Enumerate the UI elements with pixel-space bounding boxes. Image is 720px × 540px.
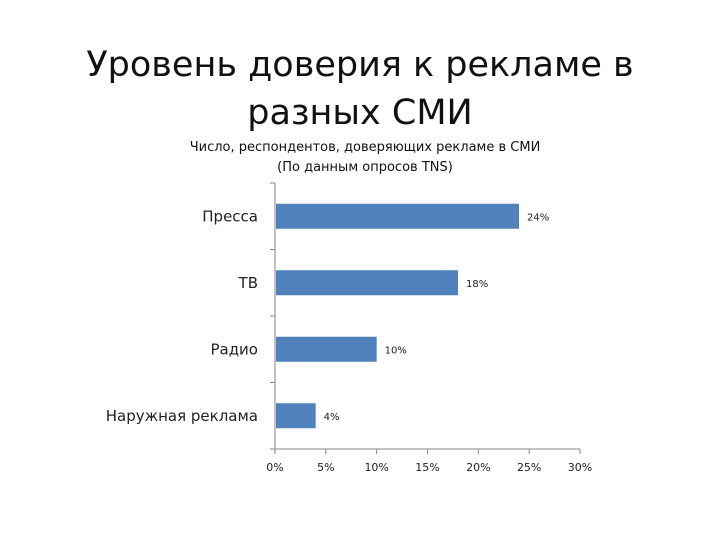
slide-title-line-2: разных СМИ bbox=[247, 93, 473, 134]
data-label: 18% bbox=[466, 279, 488, 290]
data-label: 10% bbox=[385, 345, 407, 356]
category-label: Радио bbox=[210, 340, 258, 358]
x-tick-label: 10% bbox=[364, 461, 388, 474]
bar bbox=[276, 336, 377, 362]
chart-subtitle: (По данным опросов TNS) bbox=[277, 160, 453, 175]
x-tick-label: 5% bbox=[317, 461, 334, 474]
chart-title: Число, респондентов, доверяющих рекламе … bbox=[189, 140, 541, 155]
bar bbox=[276, 403, 316, 429]
chart-title-block: Число, респондентов, доверяющих рекламе … bbox=[120, 138, 610, 178]
category-label: Наружная реклама bbox=[106, 407, 258, 425]
category-label: ТВ bbox=[238, 274, 258, 292]
category-label: Пресса bbox=[202, 207, 258, 225]
data-label: 24% bbox=[527, 212, 549, 223]
slide-title-line-1: Уровень доверия к рекламе в bbox=[86, 45, 634, 86]
x-tick-label: 0% bbox=[266, 461, 283, 474]
x-tick-label: 20% bbox=[466, 461, 490, 474]
data-label: 4% bbox=[324, 412, 340, 423]
x-tick-label: 30% bbox=[568, 461, 592, 474]
bar bbox=[276, 203, 519, 229]
bar bbox=[276, 270, 458, 296]
slide-title: Уровень доверия к рекламе в разных СМИ bbox=[60, 41, 660, 137]
x-tick-label: 25% bbox=[517, 461, 541, 474]
x-tick-label: 15% bbox=[415, 461, 439, 474]
